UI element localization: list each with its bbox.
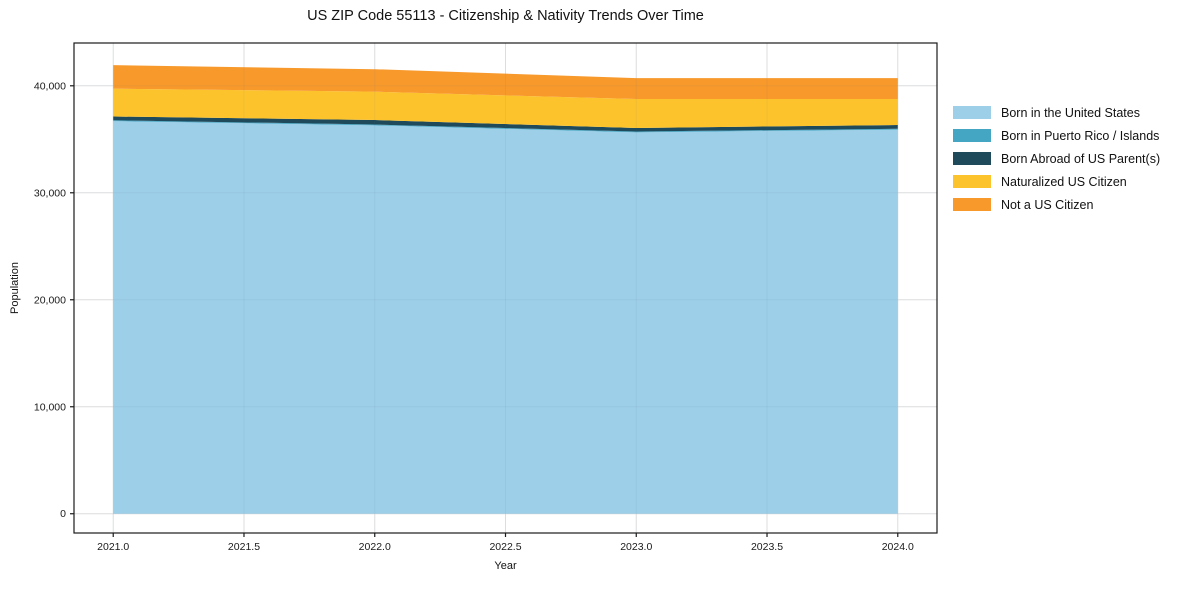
area-series-0 — [113, 121, 898, 514]
legend-label: Born in Puerto Rico / Islands — [1001, 128, 1160, 143]
legend-item-2: Born Abroad of US Parent(s) — [953, 147, 1160, 170]
legend-item-0: Born in the United States — [953, 101, 1160, 124]
legend: Born in the United States Born in Puerto … — [953, 101, 1160, 216]
legend-label: Not a US Citizen — [1001, 197, 1094, 212]
legend-swatch-icon — [953, 198, 991, 211]
x-tick-label: 2022.5 — [489, 541, 521, 553]
x-axis-label: Year — [494, 560, 517, 572]
x-tick-label: 2023.0 — [620, 541, 652, 553]
area-series-4 — [113, 65, 898, 100]
x-tick-label: 2022.0 — [359, 541, 391, 553]
y-tick-label: 20,000 — [34, 294, 66, 306]
y-tick-label: 30,000 — [34, 187, 66, 199]
x-tick-label: 2021.0 — [97, 541, 129, 553]
legend-swatch-icon — [953, 152, 991, 165]
legend-item-4: Not a US Citizen — [953, 193, 1160, 216]
legend-item-1: Born in Puerto Rico / Islands — [953, 124, 1160, 147]
area-series-2 — [113, 116, 898, 132]
legend-swatch-icon — [953, 106, 991, 119]
area-series-3 — [113, 88, 898, 128]
legend-swatch-icon — [953, 175, 991, 188]
x-tick-label: 2023.5 — [751, 541, 783, 553]
legend-swatch-icon — [953, 129, 991, 142]
legend-label: Born Abroad of US Parent(s) — [1001, 151, 1161, 166]
legend-label: Naturalized US Citizen — [1001, 174, 1127, 189]
y-tick-label: 0 — [60, 508, 66, 520]
legend-label: Born in the United States — [1001, 105, 1140, 120]
y-tick-label: 10,000 — [34, 401, 66, 413]
y-axis-label: Population — [9, 262, 21, 314]
legend-item-3: Naturalized US Citizen — [953, 170, 1160, 193]
x-tick-label: 2024.0 — [882, 541, 914, 553]
x-tick-label: 2021.5 — [228, 541, 260, 553]
y-tick-label: 40,000 — [34, 80, 66, 92]
chart-title: US ZIP Code 55113 - Citizenship & Nativi… — [307, 8, 704, 24]
